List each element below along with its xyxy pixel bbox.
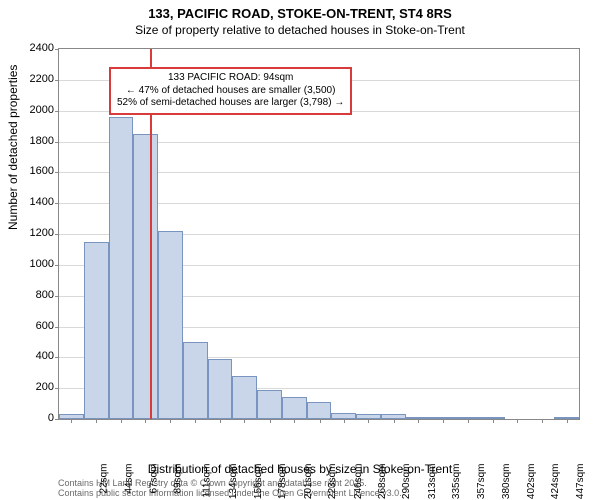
xtick-mark [344, 419, 345, 423]
ytick-label: 600 [14, 320, 54, 332]
ytick-label: 400 [14, 350, 54, 362]
xtick-label: 67sqm [149, 464, 160, 494]
xtick-label: 335sqm [451, 464, 462, 500]
xtick-mark [542, 419, 543, 423]
xtick-label: 380sqm [501, 464, 512, 500]
ytick-mark [55, 388, 59, 389]
xtick-mark [294, 419, 295, 423]
xtick-label: 134sqm [228, 464, 239, 500]
histogram-bar [282, 397, 307, 419]
xtick-mark [170, 419, 171, 423]
plot-area: 133 PACIFIC ROAD: 94sqm ← 47% of detache… [58, 48, 580, 420]
xtick-mark [517, 419, 518, 423]
xtick-label: 246sqm [353, 464, 364, 500]
xtick-label: 447sqm [575, 464, 586, 500]
ytick-mark [55, 49, 59, 50]
xtick-label: 402sqm [526, 464, 537, 500]
xtick-label: 22sqm [99, 464, 110, 494]
xtick-label: 357sqm [476, 464, 487, 500]
ytick-mark [55, 142, 59, 143]
ytick-mark [55, 234, 59, 235]
xtick-mark [468, 419, 469, 423]
xtick-mark [493, 419, 494, 423]
histogram-bar [257, 390, 282, 419]
ytick-label: 2200 [14, 73, 54, 85]
xtick-label: 223sqm [327, 464, 338, 500]
xtick-mark [567, 419, 568, 423]
xtick-label: 313sqm [427, 464, 438, 500]
histogram-bar [84, 242, 109, 419]
annotation-line1: 133 PACIFIC ROAD: 94sqm [117, 72, 344, 85]
xtick-mark [368, 419, 369, 423]
chart-subtitle: Size of property relative to detached ho… [0, 21, 600, 37]
histogram-bar [133, 134, 158, 419]
ytick-label: 0 [14, 412, 54, 424]
xtick-label: 424sqm [550, 464, 561, 500]
chart-title: 133, PACIFIC ROAD, STOKE-ON-TRENT, ST4 8… [0, 0, 600, 21]
ytick-label: 2000 [14, 104, 54, 116]
xtick-label: 44sqm [123, 464, 134, 494]
xtick-mark [220, 419, 221, 423]
annotation-line2: ← 47% of detached houses are smaller (3,… [117, 85, 344, 98]
annotation-box: 133 PACIFIC ROAD: 94sqm ← 47% of detache… [109, 67, 352, 115]
ytick-label: 1600 [14, 165, 54, 177]
xtick-mark [394, 419, 395, 423]
ytick-mark [55, 111, 59, 112]
xtick-mark [270, 419, 271, 423]
ytick-mark [55, 80, 59, 81]
ytick-label: 800 [14, 289, 54, 301]
xtick-label: 178sqm [277, 464, 288, 500]
xtick-mark [195, 419, 196, 423]
ytick-label: 2400 [14, 42, 54, 54]
xtick-label: 156sqm [253, 464, 264, 500]
ytick-label: 1200 [14, 227, 54, 239]
xtick-mark [96, 419, 97, 423]
histogram-bar [183, 342, 208, 419]
xtick-label: 268sqm [377, 464, 388, 500]
xtick-mark [71, 419, 72, 423]
ytick-label: 1800 [14, 135, 54, 147]
xtick-label: 111sqm [201, 464, 212, 498]
xtick-mark [418, 419, 419, 423]
xtick-label: 290sqm [401, 464, 412, 500]
histogram-bar [232, 376, 257, 419]
property-size-chart: 133, PACIFIC ROAD, STOKE-ON-TRENT, ST4 8… [0, 0, 600, 500]
xtick-mark [244, 419, 245, 423]
histogram-bar [208, 359, 233, 419]
xtick-mark [320, 419, 321, 423]
annotation-line3: 52% of semi-detached houses are larger (… [117, 97, 344, 110]
histogram-bar [109, 117, 134, 419]
xtick-mark [443, 419, 444, 423]
ytick-label: 1000 [14, 258, 54, 270]
ytick-mark [55, 265, 59, 266]
ytick-label: 200 [14, 381, 54, 393]
xtick-mark [121, 419, 122, 423]
xtick-label: 201sqm [303, 464, 314, 500]
ytick-mark [55, 172, 59, 173]
ytick-mark [55, 203, 59, 204]
histogram-bar [307, 402, 332, 419]
ytick-label: 1400 [14, 196, 54, 208]
ytick-mark [55, 327, 59, 328]
xtick-mark [145, 419, 146, 423]
ytick-mark [55, 419, 59, 420]
ytick-mark [55, 296, 59, 297]
xtick-label: 89sqm [173, 464, 184, 494]
histogram-bar [158, 231, 183, 419]
ytick-mark [55, 357, 59, 358]
